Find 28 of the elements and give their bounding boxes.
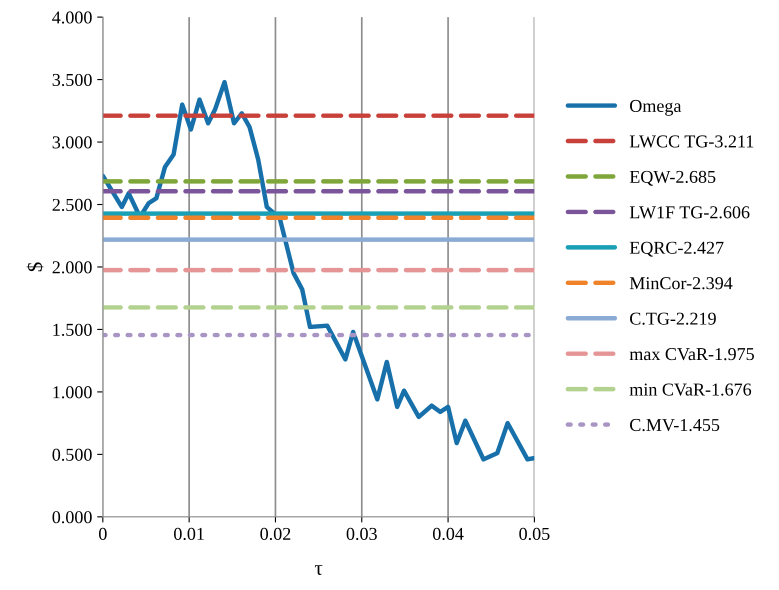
y-tick-label: 3.000	[52, 136, 92, 149]
legend-label: EQRC-2.427	[630, 242, 724, 257]
legend-label: EQW-2.685	[630, 170, 716, 186]
y-tick-label: 2.500	[52, 198, 92, 212]
legend-label: LWCC TG-3.211	[630, 135, 754, 148]
legend-label: max CVaR-1.975	[630, 348, 754, 360]
x-tick-label: 0	[99, 528, 107, 540]
y-tick-label: 1.000	[53, 386, 92, 398]
y-tick-label: 0.000	[52, 511, 92, 524]
y-tick-label: 2.000	[52, 261, 92, 274]
x-tick-label: 0.04	[432, 528, 464, 540]
legend-label: C.MV-1.455	[630, 418, 720, 432]
line-series	[102, 80, 534, 462]
y-tick-label: 3.500	[52, 74, 92, 86]
legend-label: LW1F TG-2.606	[630, 206, 750, 219]
legend-label: MinCor-2.394	[630, 277, 732, 290]
legend-label: Omega	[630, 100, 682, 116]
x-tick-label: 0.01	[174, 528, 204, 540]
x-axis-title: τ	[314, 565, 322, 575]
y-tick-label: 4.000	[52, 11, 92, 24]
x-tick-label: 0.03	[346, 528, 377, 540]
y-tick-label: 0.500	[52, 448, 92, 461]
y-tick-label: 1.500	[53, 324, 92, 336]
y-axis-title: $	[26, 262, 44, 272]
x-tick-label: 0.05	[519, 528, 550, 540]
x-tick-label: 0.02	[260, 528, 290, 540]
legend-label: min CVaR-1.676	[630, 383, 752, 396]
legend-label: C.TG-2.219	[630, 312, 716, 325]
